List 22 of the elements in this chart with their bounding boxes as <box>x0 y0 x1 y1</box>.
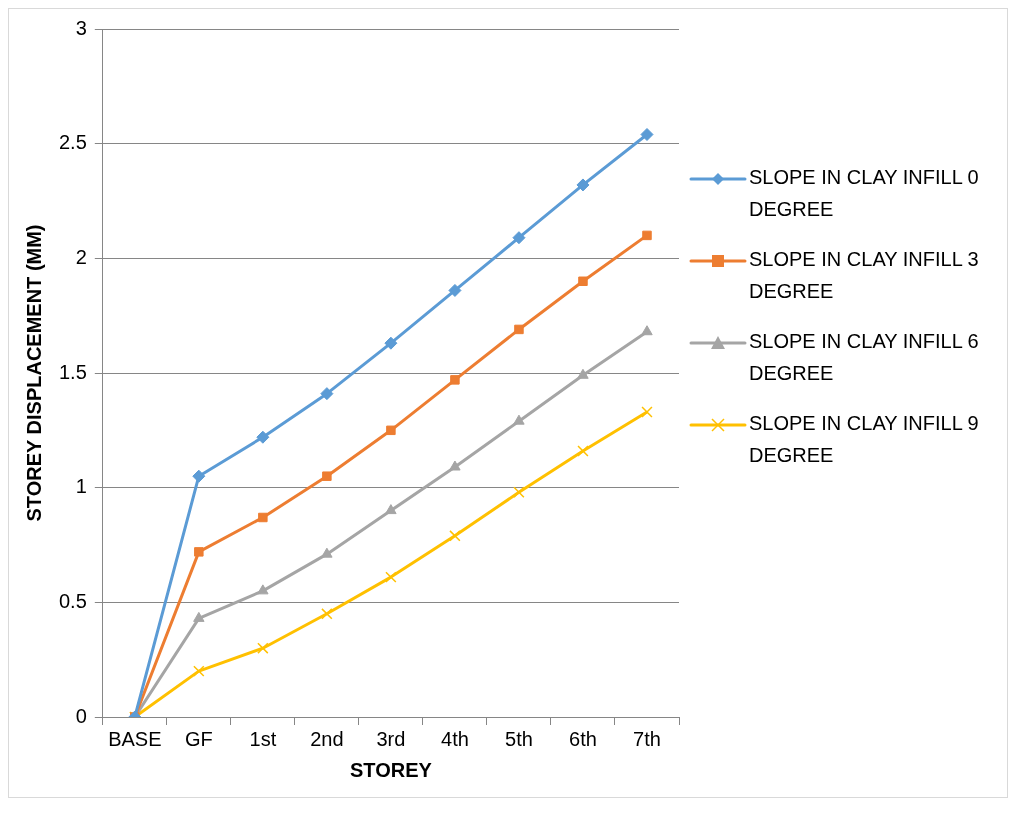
y-tick-label: 1 <box>75 475 87 498</box>
x-axis-title: STOREY <box>349 758 433 781</box>
y-tick-label: 1.5 <box>58 360 87 383</box>
y-tick-label: 0.5 <box>58 589 87 612</box>
y-tick-label: 2.5 <box>58 131 87 154</box>
legend-label: SLOPE IN CLAY INFILL 9 DEGREE <box>749 411 980 468</box>
x-tick-label: 2nd <box>310 727 344 750</box>
legend-label: SLOPE IN CLAY INFILL 3 DEGREE <box>749 247 980 304</box>
x-tick-label: BASE <box>108 727 162 750</box>
x-tick-label: 1st <box>249 727 277 750</box>
x-tick-label: 3rd <box>376 727 406 750</box>
y-tick-label: 3 <box>75 16 87 39</box>
y-tick-label: 2 <box>75 245 87 268</box>
x-tick-label: 5th <box>505 727 533 750</box>
legend-label: SLOPE IN CLAY INFILL 6 DEGREE <box>749 329 980 386</box>
x-tick-label: 6th <box>569 727 597 750</box>
x-tick-label: 4th <box>441 727 469 750</box>
y-axis-title: STOREY DISPLACEMENT (MM) <box>22 224 45 522</box>
x-tick-label: GF <box>184 727 213 750</box>
y-tick-label: 0 <box>75 704 87 727</box>
x-tick-label: 7th <box>633 727 661 750</box>
legend-label: SLOPE IN CLAY INFILL 0 DEGREE <box>749 165 980 222</box>
